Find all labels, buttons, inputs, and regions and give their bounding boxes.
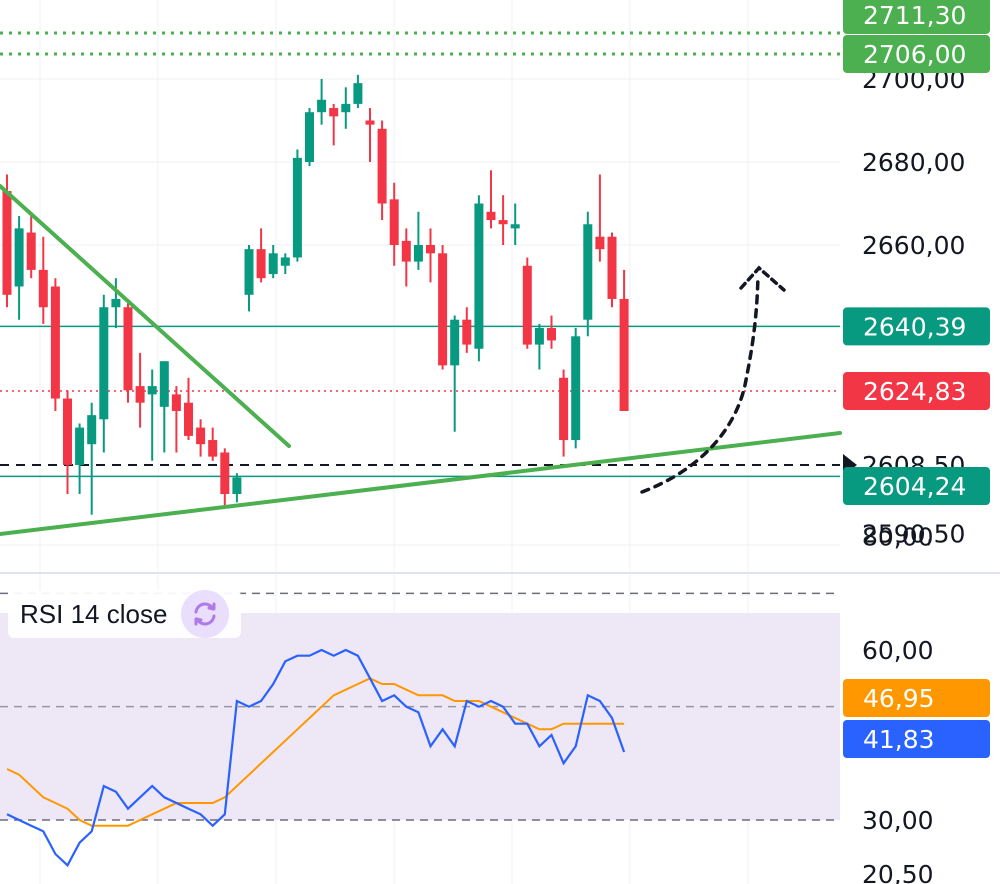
candle-body	[498, 220, 508, 225]
candle-body	[135, 386, 145, 403]
candle-body	[268, 253, 278, 275]
trendlines[interactable]	[0, 184, 842, 536]
candle-body	[341, 103, 351, 113]
candle-body	[256, 249, 266, 279]
candle-body	[87, 415, 97, 445]
price-tag-bg	[843, 307, 990, 346]
projection-arrowhead	[739, 265, 786, 292]
candle-body	[534, 328, 544, 345]
price-tag: 2706,00	[863, 40, 966, 69]
candle-body	[63, 398, 72, 465]
candle-body	[607, 236, 617, 299]
price-axis-label: 2680,00	[862, 148, 965, 177]
candle-body	[583, 224, 593, 320]
candle-body	[510, 224, 520, 229]
candlesticks	[2, 74, 629, 515]
price-tags: 2608,502711,302706,002640,392624,832604,…	[843, 0, 990, 758]
y-axis-labels: 2700,002680,002660,002590,5080,0060,0030…	[862, 65, 965, 884]
rsi-legend[interactable]: RSI 14 close	[8, 590, 242, 638]
candle-body	[50, 286, 60, 399]
candle-body	[99, 307, 109, 420]
price-tag-bg	[843, 371, 990, 410]
rsi-axis-label: 80,00	[862, 523, 934, 552]
candle-body	[486, 211, 496, 221]
candle-body	[14, 228, 24, 287]
rsi-tag: 41,83	[863, 725, 935, 754]
projection-arrow[interactable]	[640, 265, 786, 494]
candle-body	[244, 249, 254, 295]
projection-path	[640, 273, 760, 494]
candle-body	[184, 402, 193, 436]
candle-body	[2, 191, 12, 295]
candle-body	[196, 427, 206, 445]
candle-body	[619, 298, 629, 411]
candle-body	[111, 298, 121, 308]
rsi-axis-label: 60,00	[862, 636, 934, 665]
candle-body	[159, 361, 169, 407]
candle-body	[438, 253, 448, 366]
price-axis-label: 2590,50	[862, 519, 965, 548]
candle-body	[401, 240, 411, 262]
candle-body	[171, 394, 181, 411]
rsi-axis-label: 20,50	[862, 860, 934, 884]
rsi-tag-bg	[843, 679, 990, 717]
candle-body	[595, 236, 605, 250]
candle-body	[123, 307, 133, 391]
candle-body	[547, 328, 556, 341]
candle-body	[353, 83, 363, 104]
candle-body	[208, 440, 218, 457]
price-tag: 2640,39	[863, 312, 966, 341]
candle-body	[450, 319, 460, 366]
rsi-tag-bg	[843, 720, 990, 758]
rsi-line	[6, 648, 626, 868]
refresh-icon[interactable]	[181, 590, 230, 638]
price-axis-label: 2660,00	[862, 231, 965, 260]
candle-body	[38, 269, 48, 308]
candle-body	[474, 203, 484, 349]
candle-body	[329, 108, 339, 117]
candle-body	[280, 257, 290, 266]
candle-body	[571, 336, 581, 441]
rsi-title: RSI 14 close	[20, 598, 168, 629]
rsi-lines	[0, 592, 840, 868]
candle-body	[305, 112, 314, 162]
ascending-trendline	[0, 431, 842, 536]
price-tag: 2711,30	[863, 1, 966, 30]
price-tag: 2624,83	[863, 377, 966, 406]
candle-body	[147, 386, 157, 395]
descending-trendline	[0, 184, 291, 448]
rsi-axis-label: 30,00	[862, 806, 934, 835]
candle-body	[377, 128, 387, 204]
candle-body	[559, 377, 569, 441]
candle-body	[232, 477, 242, 494]
price-tag: 2604,24	[863, 472, 966, 501]
rsi-tag: 46,95	[863, 684, 935, 713]
price-tag-bg	[843, 35, 990, 73]
candle-body	[389, 199, 399, 245]
candle-body	[220, 452, 230, 494]
candle-body	[317, 99, 327, 113]
price-tag-bg	[843, 0, 990, 34]
candle-body	[292, 157, 302, 258]
price-tag-bg	[843, 467, 990, 505]
candle-body	[365, 120, 375, 125]
candle-body	[75, 427, 85, 465]
rsi-ma-line	[6, 677, 625, 827]
candle-body	[26, 232, 36, 270]
candle-body	[462, 319, 472, 345]
candle-body	[413, 245, 423, 262]
candle-body	[426, 245, 435, 254]
candle-body	[522, 265, 532, 345]
